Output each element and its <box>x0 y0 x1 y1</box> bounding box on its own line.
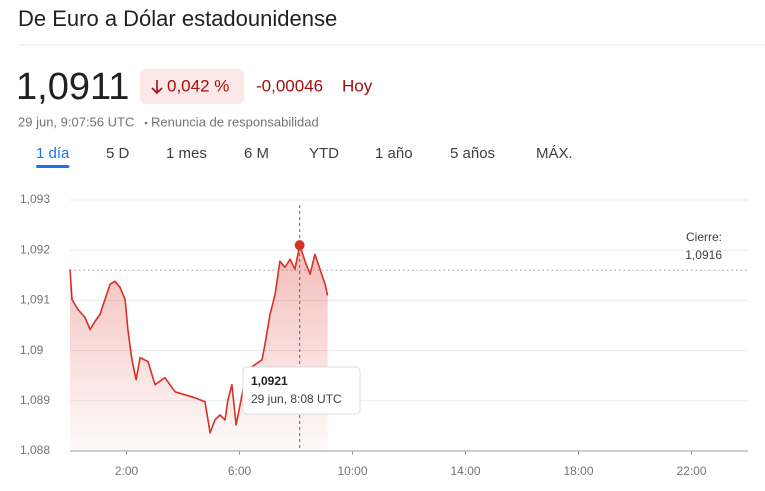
title: De Euro a Dólar estadounidense <box>18 6 337 31</box>
separator <box>144 121 148 125</box>
tooltip-box <box>242 366 361 415</box>
x-tick-label: 14:00 <box>450 464 480 478</box>
close-value: 1,0916 <box>685 248 722 262</box>
chart: 1,088 1,089 1,09 1,091 1,092 1,093 2:00 6:00 10:… <box>20 192 748 478</box>
period: Hoy <box>342 76 373 95</box>
change-badge <box>140 69 244 104</box>
change: -0,00046 <box>256 76 323 95</box>
x-tick-label: 2:00 <box>115 464 139 478</box>
price: 1,0911 <box>16 66 129 108</box>
tooltip-value: 1,0921 <box>251 374 288 388</box>
hover-point <box>294 240 305 251</box>
disclaimer[interactable]: Renuncia de responsabilidad <box>151 114 319 129</box>
tab[interactable]: 6 M <box>244 145 269 162</box>
x-tick-label: 10:00 <box>337 464 367 478</box>
tab[interactable]: 5 años <box>450 145 495 162</box>
tabs: 1 día 5 D 1 mes 6 M YTD 1 año 5 años MÁX. <box>36 145 573 168</box>
y-tick-label: 1,091 <box>20 293 50 307</box>
y-tick-label: 1,092 <box>20 242 50 256</box>
tab[interactable]: YTD <box>309 145 339 162</box>
x-tick-label: 18:00 <box>563 464 593 478</box>
x-tick-label: 22:00 <box>676 464 706 478</box>
tab[interactable]: 5 D <box>106 145 130 162</box>
y-tick-label: 1,093 <box>20 192 50 206</box>
change-pct: 0,042 % <box>167 76 229 95</box>
y-tick-label: 1,089 <box>20 393 50 407</box>
close-label: Cierre: <box>686 230 722 244</box>
down-arrow <box>151 80 163 95</box>
tab[interactable]: 1 año <box>375 145 413 162</box>
timestamp: 29 jun, 9:07:56 UTC <box>18 114 134 129</box>
x-tick-label: 6:00 <box>228 464 252 478</box>
tab-indicator <box>36 165 70 168</box>
tab[interactable]: 1 día <box>36 145 70 162</box>
y-tick-label: 1,09 <box>20 343 44 357</box>
y-tick-label: 1,088 <box>20 443 50 457</box>
tab[interactable]: MÁX. <box>536 145 573 162</box>
price-line <box>69 244 329 434</box>
area-fill <box>70 245 328 451</box>
tooltip-time: 29 jun, 8:08 UTC <box>251 392 342 406</box>
tab[interactable]: 1 mes <box>166 145 207 162</box>
